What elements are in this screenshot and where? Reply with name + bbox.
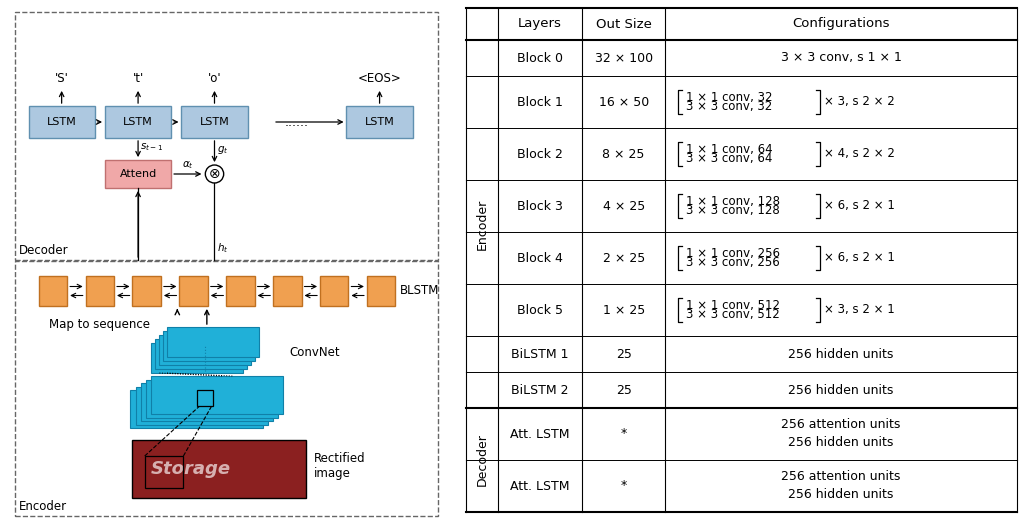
Bar <box>181 106 248 138</box>
Text: 1 × 1 conv, 512: 1 × 1 conv, 512 <box>686 298 780 312</box>
Text: Encoder: Encoder <box>19 500 67 513</box>
Text: × 6, s 2 × 1: × 6, s 2 × 1 <box>824 251 896 265</box>
Text: <EOS>: <EOS> <box>358 72 401 85</box>
Text: $g_t$: $g_t$ <box>216 144 228 156</box>
Text: 256 attention units: 256 attention units <box>782 470 901 484</box>
Text: *: * <box>621 479 627 493</box>
Text: LSTM: LSTM <box>200 117 229 127</box>
Text: BLSTM: BLSTM <box>399 285 439 297</box>
Text: 256 attention units: 256 attention units <box>782 419 901 431</box>
Bar <box>15 261 438 516</box>
Text: 1 × 1 conv, 64: 1 × 1 conv, 64 <box>686 143 772 156</box>
Text: 't': 't' <box>132 72 144 85</box>
Text: Storage: Storage <box>151 460 231 478</box>
Text: Attend: Attend <box>119 169 157 179</box>
Text: ConvNet: ConvNet <box>289 346 340 360</box>
Text: $s_{t-1}$: $s_{t-1}$ <box>141 141 163 153</box>
Text: $\alpha_t$: $\alpha_t$ <box>181 159 194 171</box>
Text: Decoder: Decoder <box>476 433 488 486</box>
Text: 1 × 1 conv, 128: 1 × 1 conv, 128 <box>686 194 780 208</box>
Text: ......: ...... <box>285 116 309 128</box>
Bar <box>105 106 171 138</box>
Bar <box>15 12 438 260</box>
Bar <box>132 276 161 306</box>
Bar <box>346 106 413 138</box>
Text: 'o': 'o' <box>208 72 221 85</box>
Text: BiLSTM 2: BiLSTM 2 <box>512 383 569 397</box>
Text: Block 1: Block 1 <box>517 96 564 108</box>
Bar <box>198 390 214 407</box>
Text: 3 × 3 conv, 512: 3 × 3 conv, 512 <box>686 308 780 322</box>
Text: 25: 25 <box>615 383 632 397</box>
Text: 2 × 25: 2 × 25 <box>602 251 645 265</box>
Text: $\otimes$: $\otimes$ <box>208 167 221 181</box>
Text: 4 × 25: 4 × 25 <box>602 200 645 212</box>
Text: × 3, s 2 × 1: × 3, s 2 × 1 <box>824 304 895 316</box>
Text: BiLSTM 1: BiLSTM 1 <box>512 347 569 361</box>
Text: 256 hidden units: 256 hidden units <box>789 383 894 397</box>
Text: 3 × 3 conv, s 1 × 1: 3 × 3 conv, s 1 × 1 <box>781 52 902 64</box>
Bar <box>132 440 306 498</box>
Text: Att. LSTM: Att. LSTM <box>511 479 570 493</box>
Bar <box>141 383 273 421</box>
Bar <box>105 160 171 188</box>
Text: 8 × 25: 8 × 25 <box>602 147 645 161</box>
Text: 1 × 1 conv, 32: 1 × 1 conv, 32 <box>686 90 772 103</box>
Text: Block 2: Block 2 <box>517 147 564 161</box>
Text: 'S': 'S' <box>55 72 68 85</box>
Text: × 6, s 2 × 1: × 6, s 2 × 1 <box>824 200 896 212</box>
Bar <box>159 335 251 365</box>
Bar <box>367 276 395 306</box>
Text: 1 × 25: 1 × 25 <box>602 304 645 316</box>
Text: Block 0: Block 0 <box>517 52 564 64</box>
Text: Block 4: Block 4 <box>517 251 564 265</box>
Bar <box>167 327 259 357</box>
Text: *: * <box>621 428 627 440</box>
Text: LSTM: LSTM <box>47 117 76 127</box>
Text: Block 5: Block 5 <box>517 304 564 316</box>
Text: Block 3: Block 3 <box>517 200 564 212</box>
Bar <box>29 106 95 138</box>
Text: × 4, s 2 × 2: × 4, s 2 × 2 <box>824 147 896 161</box>
Text: 256 hidden units: 256 hidden units <box>789 437 894 449</box>
Text: 256 hidden units: 256 hidden units <box>789 347 894 361</box>
Bar <box>151 343 243 373</box>
Text: Layers: Layers <box>518 17 562 31</box>
Bar <box>136 386 268 425</box>
Bar <box>39 276 67 306</box>
Text: 32 × 100: 32 × 100 <box>594 52 653 64</box>
Text: 3 × 3 conv, 128: 3 × 3 conv, 128 <box>686 204 780 218</box>
Text: 16 × 50: 16 × 50 <box>598 96 649 108</box>
Bar <box>163 331 255 361</box>
Bar <box>130 390 263 428</box>
Bar <box>146 380 278 418</box>
Text: 3 × 3 conv, 32: 3 × 3 conv, 32 <box>686 100 772 114</box>
Bar <box>145 456 183 488</box>
Bar <box>226 276 255 306</box>
Text: $h_t$: $h_t$ <box>216 241 228 255</box>
Text: 1 × 1 conv, 256: 1 × 1 conv, 256 <box>686 247 780 260</box>
Text: LSTM: LSTM <box>365 117 394 127</box>
Bar <box>179 276 208 306</box>
Text: Map to sequence: Map to sequence <box>49 318 150 331</box>
Text: Out Size: Out Size <box>596 17 651 31</box>
Text: × 3, s 2 × 2: × 3, s 2 × 2 <box>824 96 895 108</box>
Text: Configurations: Configurations <box>793 17 890 31</box>
Text: Att. LSTM: Att. LSTM <box>511 428 570 440</box>
Text: 3 × 3 conv, 64: 3 × 3 conv, 64 <box>686 153 772 165</box>
Text: LSTM: LSTM <box>123 117 153 127</box>
Text: Decoder: Decoder <box>19 244 69 257</box>
Text: 256 hidden units: 256 hidden units <box>789 488 894 502</box>
Text: 3 × 3 conv, 256: 3 × 3 conv, 256 <box>686 257 780 269</box>
Text: 25: 25 <box>615 347 632 361</box>
Text: Encoder: Encoder <box>476 199 488 250</box>
Bar <box>320 276 348 306</box>
Bar <box>273 276 302 306</box>
Bar <box>151 376 283 414</box>
Bar <box>86 276 114 306</box>
Text: Rectified
image: Rectified image <box>314 452 366 480</box>
Bar <box>155 339 247 369</box>
